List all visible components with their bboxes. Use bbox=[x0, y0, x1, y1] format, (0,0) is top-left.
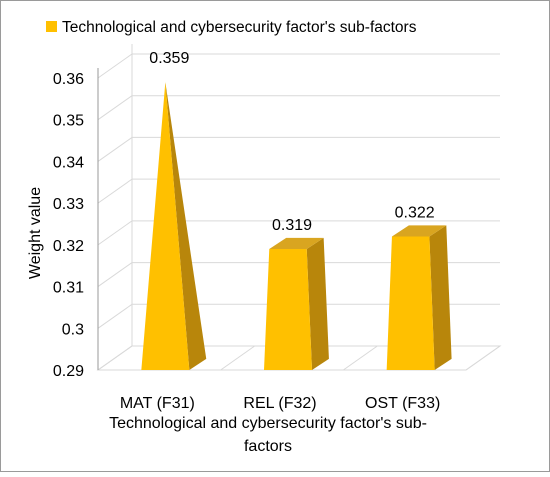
y-tick-label: 0.3 bbox=[62, 321, 84, 338]
x-tick-label: OST (F33) bbox=[365, 395, 440, 412]
floor-divider-1 bbox=[220, 345, 255, 371]
gridline-side-6 bbox=[97, 95, 133, 121]
data-label: 0.319 bbox=[272, 217, 312, 234]
gridline-side-1 bbox=[97, 303, 133, 329]
gridline-side-4 bbox=[97, 178, 133, 204]
gridline-side-5 bbox=[97, 137, 133, 162]
floor-divider-0 bbox=[97, 345, 133, 371]
bar-2 bbox=[386, 236, 435, 370]
y-axis-ticks: 0.29 0.3 0.31 0.32 0.33 0.34 0.35 0.36 bbox=[53, 71, 84, 380]
bar-top-2 bbox=[391, 225, 447, 237]
gridline-side-3 bbox=[97, 220, 133, 246]
y-tick-label: 0.34 bbox=[53, 154, 84, 171]
bar-0 bbox=[141, 82, 190, 371]
floor-divider-3 bbox=[465, 345, 501, 371]
x-axis-title-line-2: factors bbox=[244, 438, 292, 455]
y-tick-label: 0.32 bbox=[53, 238, 84, 255]
gridline-side-7 bbox=[97, 53, 133, 79]
bar-side-1 bbox=[306, 237, 329, 370]
x-axis-title-line-1: Technological and cybersecurity factor's… bbox=[109, 415, 427, 432]
y-tick-label: 0.31 bbox=[53, 280, 84, 297]
data-label: 0.322 bbox=[395, 204, 435, 221]
x-tick-label: MAT (F31) bbox=[120, 395, 195, 412]
x-axis-ticks: MAT (F31) REL (F32) OST (F33) bbox=[120, 395, 440, 412]
y-tick-label: 0.36 bbox=[53, 71, 84, 88]
data-label: 0.359 bbox=[149, 50, 189, 67]
legend-swatch bbox=[46, 21, 57, 32]
gridline-side-2 bbox=[97, 262, 133, 287]
y-tick-label: 0.33 bbox=[53, 196, 84, 213]
y-tick-label: 0.29 bbox=[53, 363, 84, 380]
bar-side-2 bbox=[429, 225, 452, 370]
y-tick-label: 0.35 bbox=[53, 113, 84, 130]
bars bbox=[141, 82, 452, 371]
bar-1 bbox=[264, 249, 312, 370]
legend-label: Technological and cybersecurity factor's… bbox=[62, 19, 417, 36]
data-labels: 0.359 0.319 0.322 bbox=[149, 50, 434, 234]
y-axis-title: Weight value bbox=[27, 187, 44, 279]
legend: Technological and cybersecurity factor's… bbox=[46, 19, 417, 36]
x-tick-label: REL (F32) bbox=[243, 395, 316, 412]
floor-divider-2 bbox=[343, 345, 378, 371]
bar-side-0 bbox=[165, 82, 207, 371]
bar-top-1 bbox=[269, 237, 324, 250]
